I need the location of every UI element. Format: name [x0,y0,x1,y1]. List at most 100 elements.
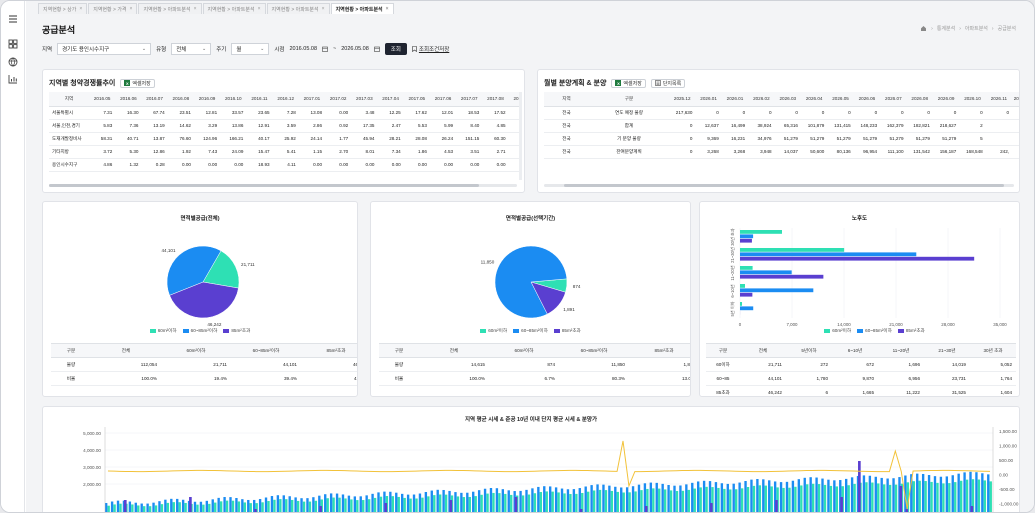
bar[interactable] [314,500,318,513]
bar[interactable] [625,487,629,513]
bar[interactable] [439,494,442,513]
bar[interactable] [338,497,341,513]
bar[interactable] [533,493,537,513]
bar[interactable] [350,499,353,513]
bar[interactable] [306,498,309,513]
bar[interactable] [811,483,815,513]
bar[interactable] [717,487,720,513]
calendar-icon[interactable] [373,46,380,52]
bar[interactable] [208,503,211,513]
bar[interactable] [602,484,605,513]
bar[interactable] [302,501,306,513]
bar[interactable] [113,504,116,513]
bar[interactable] [989,481,992,513]
bar[interactable] [740,306,754,311]
bar[interactable] [809,477,812,513]
type-select[interactable]: 전체 ⌄ [171,43,212,55]
bar[interactable] [817,484,821,513]
legend-item[interactable]: 60m²이하 [824,328,851,334]
bar[interactable] [468,496,471,513]
bar[interactable] [649,482,653,513]
legend-item[interactable]: 60~85m²이하 [182,328,217,334]
bar[interactable] [243,502,247,513]
bar[interactable] [614,486,617,513]
bar[interactable] [365,495,368,513]
bar[interactable] [575,493,578,513]
scrollbar-thumb[interactable] [564,184,1004,187]
period-select[interactable]: 월 ⌄ [231,43,270,55]
bar[interactable] [598,489,602,513]
vertical-scrollbar[interactable] [519,92,522,180]
bar[interactable] [205,500,209,513]
bar[interactable] [554,487,558,513]
bar[interactable] [839,480,842,513]
tab-1[interactable]: 지역현황 > 가격 × [88,3,138,14]
bar[interactable] [480,494,483,513]
bar[interactable] [768,480,771,513]
bar[interactable] [723,488,726,513]
bar[interactable] [196,504,199,513]
bar[interactable] [362,500,365,513]
bar[interactable] [957,473,960,513]
bar[interactable] [353,496,357,513]
bar[interactable] [131,504,134,513]
bar[interactable] [219,501,223,513]
bar[interactable] [507,490,510,513]
bar[interactable] [409,498,412,513]
bar[interactable] [344,498,347,513]
close-icon[interactable]: × [385,6,389,12]
bar[interactable] [329,493,333,513]
bar[interactable] [906,482,910,513]
bar[interactable] [430,490,433,513]
crumb-item[interactable]: 아파트분석 [964,26,988,32]
bar[interactable] [894,484,898,513]
bar[interactable] [258,499,262,513]
bar[interactable] [543,486,546,513]
bar[interactable] [545,491,548,513]
bar[interactable] [687,489,691,513]
bar[interactable] [954,482,957,513]
bar[interactable] [403,497,406,513]
bar[interactable] [436,489,439,513]
bar[interactable] [146,503,149,513]
bar[interactable] [785,481,789,513]
pie-slice[interactable] [202,250,240,289]
bar[interactable] [782,487,785,513]
bar[interactable] [803,477,806,513]
bar[interactable] [421,497,424,513]
bar[interactable] [762,479,765,513]
tab-2[interactable]: 지역현황 > 아파트분석 × [138,3,202,14]
chart-icon[interactable] [7,73,19,85]
bar[interactable] [740,302,743,306]
bar[interactable] [794,486,797,513]
legend-item[interactable]: 60m²이하 [480,328,507,334]
bar[interactable] [291,499,294,513]
bar[interactable] [134,502,137,513]
bar[interactable] [667,485,670,513]
bar[interactable] [658,488,661,513]
bar[interactable] [620,487,623,513]
bar[interactable] [377,492,380,513]
bar[interactable] [504,493,507,513]
series-line[interactable] [107,440,991,510]
bar[interactable] [740,292,753,297]
date-to[interactable]: 2026.05.08 [341,46,369,52]
bar[interactable] [549,486,552,513]
close-icon[interactable]: × [129,6,133,12]
legend-item[interactable]: 60~85m²이하 [857,328,892,334]
bar[interactable] [110,501,114,513]
bar[interactable] [770,486,773,513]
bar[interactable] [740,238,752,243]
bar[interactable] [969,471,972,513]
bar[interactable] [886,478,889,513]
bar[interactable] [320,499,323,513]
bar[interactable] [738,482,741,513]
bar[interactable] [681,490,685,513]
bar[interactable] [646,488,649,513]
bar[interactable] [983,480,987,513]
bar[interactable] [442,489,445,513]
bar[interactable] [164,499,167,513]
bar[interactable] [525,489,528,513]
bar[interactable] [708,481,712,513]
bar[interactable] [347,495,351,513]
